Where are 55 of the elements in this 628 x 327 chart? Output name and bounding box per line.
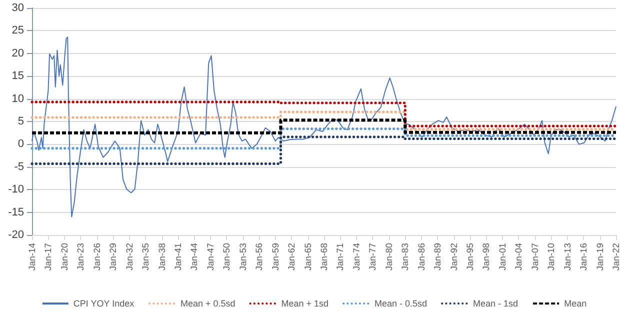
y-tick-label: 10	[12, 92, 24, 105]
x-tick-label: Jan-77	[368, 243, 378, 271]
y-tick-label: 30	[12, 2, 24, 14]
x-tick-label: Jan-17	[43, 243, 54, 271]
y-tick-label: 15	[12, 70, 24, 82]
x-tick-label: Jan-04	[514, 243, 524, 271]
x-tick-label: Jan-50	[222, 243, 232, 271]
x-tick-label: Jan-89	[432, 243, 443, 271]
legend-label: Mean + 1sd	[281, 298, 329, 308]
x-tick-label: Jan-38	[156, 243, 167, 271]
legend-label: Mean - 1sd	[473, 298, 518, 308]
x-tick-label: Jan-98	[481, 243, 492, 271]
x-tick-label: Jan-10	[546, 243, 556, 271]
x-tick-label: Jan-29	[108, 243, 118, 271]
x-tick-label: Jan-95	[464, 243, 475, 271]
x-tick-label: Jan-32	[124, 243, 134, 271]
x-tick-label: Jan-86	[416, 243, 426, 271]
legend-label: Mean	[564, 298, 587, 308]
legend-label: CPI YOY Index	[73, 298, 135, 308]
x-tick-label: Jan-62	[286, 243, 297, 271]
x-tick-label: Jan-14	[27, 243, 37, 271]
x-tick-label: Jan-13	[562, 243, 572, 271]
x-tick-label: Jan-83	[400, 243, 410, 271]
y-tick-label: -15	[8, 206, 24, 218]
x-tick-label: Jan-65	[302, 243, 313, 271]
x-tick-label: Jan-44	[189, 243, 200, 271]
x-tick-label: Jan-07	[530, 243, 540, 271]
legend-label: Mean - 0.5sd	[374, 298, 428, 308]
y-tick-label: 20	[12, 47, 24, 60]
x-tick-label: Jan-20	[59, 243, 70, 271]
line-series	[32, 36, 616, 218]
x-tick-label: Jan-92	[448, 243, 459, 271]
x-tick-label: Jan-26	[92, 243, 102, 271]
x-tick-label: Jan-16	[578, 243, 589, 271]
x-tick-label: Jan-80	[384, 243, 394, 271]
x-tick-label: Jan-53	[238, 243, 248, 271]
y-tick-label: -20	[8, 229, 24, 241]
x-tick-label: Jan-68	[318, 243, 329, 271]
x-tick-label: Jan-19	[594, 243, 605, 271]
y-tick-label: 25	[12, 24, 24, 37]
y-tick-label: -10	[8, 184, 24, 196]
x-tick-label: Jan-47	[205, 243, 216, 271]
x-tick-label: Jan-01	[497, 243, 508, 271]
y-tick-label: 0	[18, 138, 24, 150]
x-tick-label: Jan-41	[173, 243, 184, 271]
x-tick-label: Jan-56	[254, 243, 264, 271]
legend-label: Mean + 0.5sd	[180, 298, 236, 308]
x-tick-label: Jan-35	[140, 243, 151, 271]
x-tick-label: Jan-23	[76, 243, 86, 271]
x-tick-label: Jan-74	[351, 243, 362, 271]
x-tick-label: Jan-59	[270, 243, 280, 271]
x-tick-label: Jan-22	[611, 243, 621, 271]
y-tick-label: 5	[18, 116, 24, 128]
x-tick-label: Jan-71	[335, 243, 346, 271]
y-tick-label: -5	[14, 160, 24, 173]
